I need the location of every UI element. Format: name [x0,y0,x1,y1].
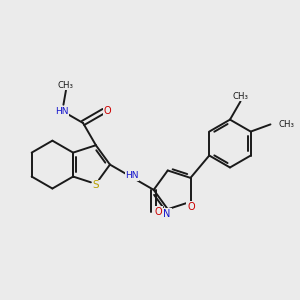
Text: O: O [104,106,111,116]
Text: CH₃: CH₃ [58,81,74,90]
Text: N: N [164,209,171,219]
Text: HN: HN [125,171,139,180]
Text: O: O [155,207,162,217]
Text: HN: HN [55,106,68,116]
Text: CH₃: CH₃ [279,120,295,129]
Text: S: S [93,180,99,190]
Text: O: O [187,202,195,212]
Text: CH₃: CH₃ [232,92,248,101]
